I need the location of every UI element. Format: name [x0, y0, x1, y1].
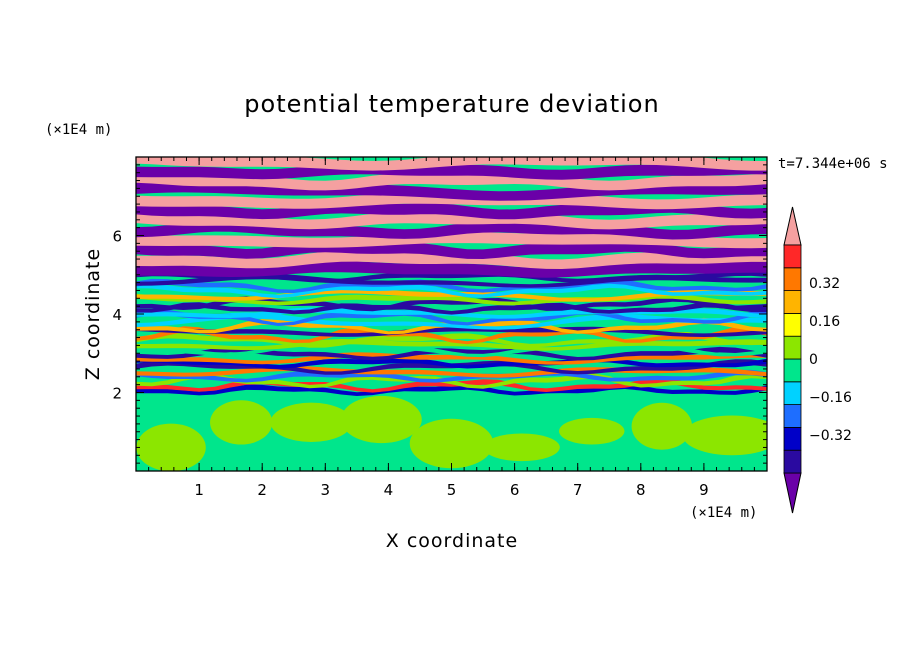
- mixed-layer-band: [136, 369, 767, 383]
- mixed-layer-band: [136, 331, 767, 348]
- x-tick-label: 1: [194, 481, 204, 499]
- lower-layer-patch: [136, 423, 206, 471]
- y-unit-label: (×1E4 m): [45, 122, 112, 138]
- lower-layer-patch: [558, 417, 625, 445]
- colorbar-swatch: [783, 449, 802, 474]
- y-axis-label: Z coordinate: [82, 248, 104, 380]
- mixed-layer-band: [136, 287, 767, 302]
- x-tick-label: 6: [510, 481, 520, 499]
- colorbar-tick-label: −0.32: [809, 428, 852, 444]
- upper-layer-band: [136, 171, 767, 191]
- lower-layer-patch: [631, 402, 693, 450]
- lower-layer-patch: [682, 415, 767, 456]
- colorbar-tick-label: 0.32: [809, 276, 840, 292]
- mixed-layer-band: [136, 302, 767, 315]
- mixed-layer-band: [136, 282, 767, 299]
- colorbar-tick-label: −0.16: [809, 390, 852, 406]
- colorbar-tick-label: 0: [809, 352, 818, 368]
- contour-field: [136, 157, 767, 471]
- x-tick-label: 8: [636, 481, 646, 499]
- y-tick-label: 6: [112, 228, 122, 246]
- upper-layer-band: [136, 192, 767, 210]
- colorbar-extend-high: [783, 206, 802, 246]
- colorbar-swatch: [783, 381, 802, 405]
- colorbar-swatch: [783, 404, 802, 428]
- colorbar-swatch: [783, 426, 802, 451]
- upper-layer-band: [136, 163, 767, 180]
- mixed-layer-band: [136, 339, 767, 351]
- x-unit-label: (×1E4 m): [690, 505, 757, 521]
- upper-layer-band: [136, 211, 767, 230]
- x-axis-label: X coordinate: [386, 530, 518, 552]
- x-tick-label: 5: [447, 481, 457, 499]
- x-tick-label: 7: [573, 481, 583, 499]
- x-axis: 1 2 3 4 5 6 7 8 9: [148, 157, 768, 499]
- colorbar-extend-low: [783, 472, 802, 514]
- colorbar-swatch: [783, 290, 802, 314]
- colorbar-swatch: [783, 312, 802, 337]
- lower-layer-patch: [210, 400, 273, 445]
- upper-layer-band: [136, 231, 767, 249]
- lower-layer-patch: [270, 402, 353, 443]
- mixed-layer-band: [136, 326, 767, 345]
- x-tick-label: 2: [257, 481, 267, 499]
- mixed-layer-band: [136, 296, 767, 312]
- colorbar-tick-label: 0.16: [809, 314, 840, 330]
- plot-area: [136, 157, 767, 471]
- colorbar: 0.32 0.16 0 −0.16 −0.32: [783, 206, 852, 514]
- x-tick-label: 9: [699, 481, 709, 499]
- x-tick-label: 3: [321, 481, 331, 499]
- mixed-layer-band: [136, 377, 767, 393]
- mixed-layer-band: [136, 352, 767, 365]
- y-tick-label: 2: [112, 385, 122, 403]
- colorbar-swatch: [783, 358, 802, 383]
- mixed-layer-band: [136, 293, 767, 306]
- lower-layer-patch: [483, 433, 560, 462]
- colorbar-swatch: [783, 244, 802, 269]
- y-tick-label: 4: [112, 306, 122, 324]
- lower-layer-patch: [340, 395, 422, 444]
- colorbar-swatch: [783, 267, 802, 291]
- x-tick-label: 4: [384, 481, 394, 499]
- colorbar-swatch: [783, 335, 802, 360]
- mixed-layer-band: [136, 270, 767, 283]
- chart-title: potential temperature deviation: [244, 90, 659, 118]
- y-axis: 2 4 6: [112, 164, 767, 464]
- lower-layer-patch: [409, 418, 494, 469]
- time-label: t=7.344e+06 s: [778, 156, 888, 172]
- upper-layer-band: [136, 250, 767, 269]
